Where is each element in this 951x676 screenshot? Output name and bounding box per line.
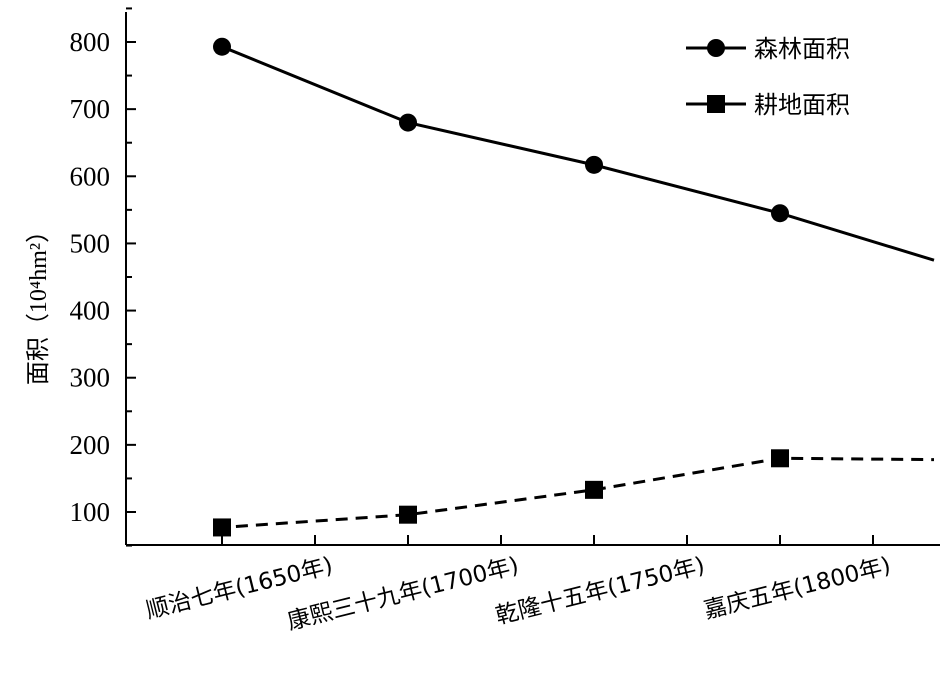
y-axis-label-text: 面积 [24,337,52,385]
data-point [399,113,417,132]
data-point [585,155,603,174]
y-tick-label: 400 [70,296,111,326]
y-tick-label: 700 [70,94,111,124]
data-point [771,449,789,468]
data-point [585,480,603,499]
axes [125,12,940,546]
y-tick-label: 800 [70,27,111,57]
y-tick-label: 500 [70,228,111,258]
x-category-label: 乾隆十五年(1750年) [493,553,707,630]
series-line [221,45,935,262]
legend-label: 森林面积 [754,35,850,63]
x-axis-ticks: 顺治七年(1650年)康熙三十九年(1700年)乾隆十五年(1750年)嘉庆五年… [143,535,893,635]
legend-label: 耕地面积 [754,91,850,119]
data-point [771,204,789,223]
y-tick-label: 100 [70,497,111,527]
legend-marker [707,95,725,113]
series-layer [213,37,935,537]
y-axis-label: 面积（10⁴hm²） [24,219,52,385]
data-point [213,518,231,537]
data-point [399,505,417,524]
legend-marker [707,39,725,57]
y-axis-label-unit: （10⁴hm²） [26,219,52,337]
y-tick-label: 200 [70,430,111,460]
x-category-label: 嘉庆五年(1800年) [701,553,893,625]
y-axis-ticks: 100 200 300 400 500 600 700 800 [70,7,136,547]
series-line [220,456,935,534]
series-forest [213,37,935,262]
series-farmland [213,449,935,537]
y-tick-label: 600 [70,161,111,191]
data-point [213,37,231,56]
y-tick-label: 300 [70,363,111,393]
